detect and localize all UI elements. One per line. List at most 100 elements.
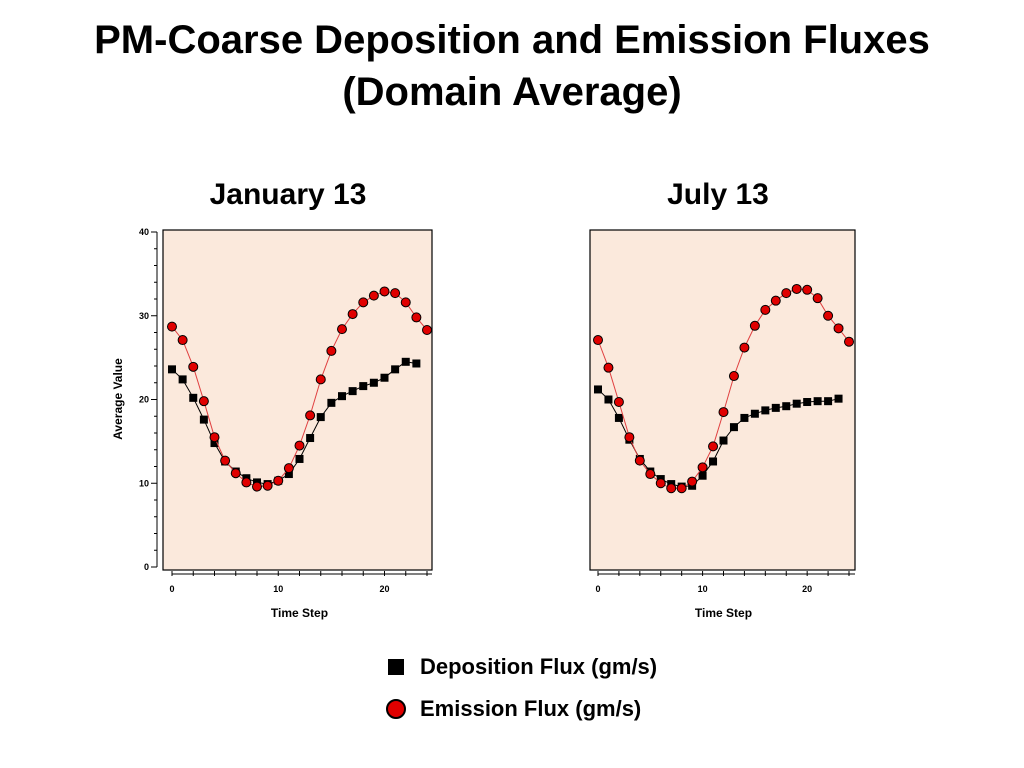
deposition-point-jan xyxy=(348,387,357,396)
emission-point-jul xyxy=(687,476,698,487)
emission-point-jul xyxy=(634,455,645,466)
january-chart-title: January 13 xyxy=(209,178,367,211)
slide-title: PM-Coarse Deposition and Emission Fluxes… xyxy=(0,14,1024,118)
x-axis-label-jan: Time Step xyxy=(271,606,328,620)
emission-point-jan xyxy=(241,477,252,488)
emission-point-jul xyxy=(739,342,750,353)
emission-point-jul xyxy=(760,304,771,315)
deposition-point-jan xyxy=(327,398,336,407)
deposition-point-jul xyxy=(771,403,780,412)
deposition-point-jul xyxy=(740,413,749,422)
emission-point-jan xyxy=(379,286,390,297)
emission-point-jan xyxy=(326,345,337,356)
deposition-point-jul xyxy=(792,399,801,408)
emission-point-jan xyxy=(177,335,188,346)
emission-point-jan xyxy=(368,290,379,301)
legend: Deposition Flux (gm/s) Emission Flux (gm… xyxy=(384,646,657,730)
deposition-point-jan xyxy=(306,434,315,443)
emission-point-jan xyxy=(167,321,177,332)
july-chart-title: July 13 xyxy=(667,178,769,211)
emission-point-jan xyxy=(188,361,199,372)
legend-label-emission: Emission Flux (gm/s) xyxy=(420,696,642,721)
emission-point-jul xyxy=(645,469,656,480)
emission-point-jan xyxy=(411,312,422,323)
emission-point-jul xyxy=(624,432,635,443)
deposition-point-jan xyxy=(168,365,176,374)
deposition-point-jul xyxy=(614,413,623,422)
x-tick-label-jul: 10 xyxy=(698,584,708,594)
y-tick-label-jan: 30 xyxy=(139,311,149,321)
emission-point-jul xyxy=(613,397,624,408)
deposition-square-icon xyxy=(384,655,408,679)
y-tick-label-jan: 10 xyxy=(139,478,149,488)
deposition-point-jan xyxy=(359,382,368,391)
emission-point-jul xyxy=(844,336,854,347)
deposition-point-jan xyxy=(401,357,410,366)
x-tick-label-jan: 10 xyxy=(273,584,283,594)
emission-point-jan xyxy=(262,480,273,491)
deposition-point-jul xyxy=(719,436,728,445)
y-tick-label-jan: 0 xyxy=(144,562,149,572)
slide-title-line-2: (Domain Average) xyxy=(342,70,682,114)
emission-point-jan xyxy=(220,455,231,466)
emission-point-jul xyxy=(812,293,823,304)
deposition-point-jan xyxy=(412,359,421,368)
emission-point-jul xyxy=(791,283,802,294)
y-tick-label-jan: 20 xyxy=(139,395,149,405)
emission-point-jan xyxy=(390,288,401,299)
deposition-point-jul xyxy=(604,395,613,404)
emission-point-jan xyxy=(230,468,241,479)
x-tick-label-jul: 20 xyxy=(802,584,812,594)
deposition-point-jul xyxy=(803,398,812,407)
emission-point-jul xyxy=(770,295,781,306)
y-axis-label-jan: Average Value xyxy=(111,358,125,440)
emission-point-jan xyxy=(252,481,262,492)
emission-point-jul xyxy=(802,284,813,295)
deposition-point-jul xyxy=(813,397,822,406)
deposition-point-jul xyxy=(750,409,759,418)
emission-point-jan xyxy=(400,297,411,308)
emission-point-jul xyxy=(593,335,603,346)
deposition-point-jul xyxy=(729,423,738,432)
deposition-point-jan xyxy=(316,413,325,422)
deposition-point-jul xyxy=(824,397,833,406)
x-axis-label-jul: Time Step xyxy=(695,606,752,620)
x-tick-label-jul: 0 xyxy=(595,584,600,594)
x-tick-label-jan: 20 xyxy=(379,584,389,594)
emission-point-jul xyxy=(823,310,834,321)
deposition-point-jan xyxy=(210,439,219,448)
emission-point-jul xyxy=(697,462,708,473)
legend-item-emission: Emission Flux (gm/s) xyxy=(384,688,657,730)
x-tick-label-jan: 0 xyxy=(169,584,174,594)
emission-point-jan xyxy=(337,324,347,335)
deposition-point-jan xyxy=(199,415,208,424)
emission-point-jul xyxy=(833,323,844,334)
emission-point-jan xyxy=(358,297,369,308)
emission-point-jul xyxy=(603,362,614,373)
deposition-point-jul xyxy=(594,385,602,394)
deposition-point-jan xyxy=(295,454,304,463)
emission-point-jul xyxy=(666,483,677,494)
deposition-point-jul xyxy=(698,471,707,480)
emission-circle-icon xyxy=(384,697,408,721)
emission-point-jan xyxy=(305,410,316,421)
emission-point-jan xyxy=(315,374,326,385)
emission-point-jul xyxy=(781,288,792,299)
deposition-point-jul xyxy=(834,394,843,403)
emission-point-jan xyxy=(422,324,432,335)
emission-point-jul xyxy=(655,478,666,489)
emission-point-jan xyxy=(294,440,305,451)
deposition-point-jan xyxy=(391,365,400,374)
y-tick-label-jan: 40 xyxy=(139,227,149,237)
deposition-point-jan xyxy=(369,378,378,387)
emission-point-jul xyxy=(728,371,739,382)
deposition-point-jul xyxy=(761,406,770,415)
emission-point-jul xyxy=(676,483,687,494)
deposition-point-jan xyxy=(284,470,293,479)
deposition-point-jul xyxy=(709,457,718,466)
emission-point-jul xyxy=(718,407,729,418)
emission-point-jul xyxy=(708,441,719,452)
emission-point-jan xyxy=(198,396,209,407)
